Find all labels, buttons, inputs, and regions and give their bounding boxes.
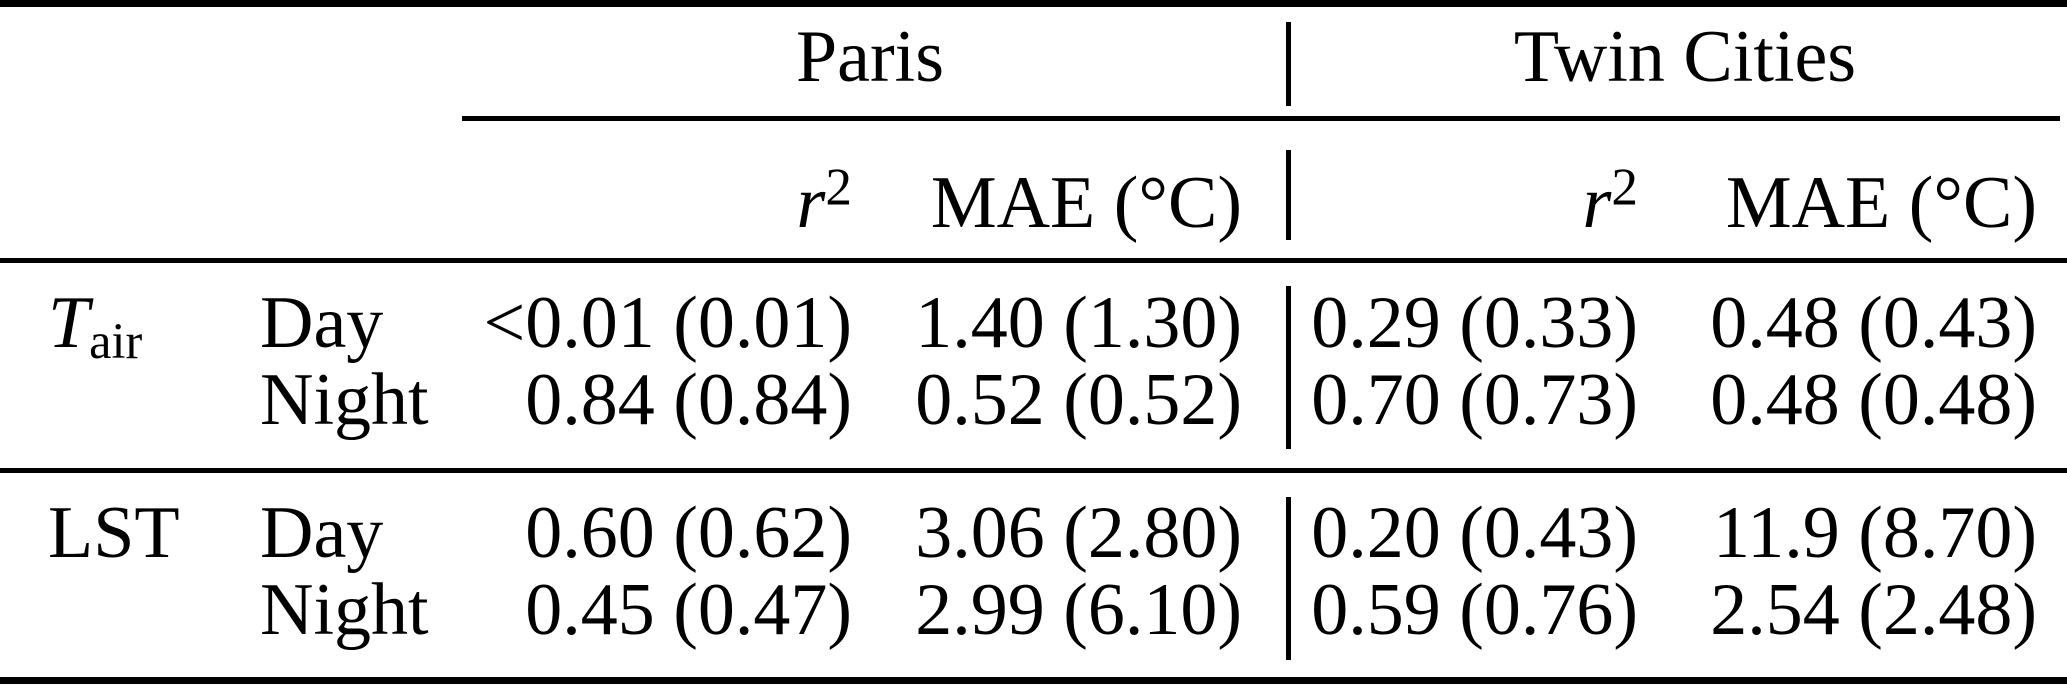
cell-lst-night-tc-mae: 2.54 (2.48) <box>1710 569 2037 651</box>
bottom-rule <box>0 677 2067 684</box>
cell-lst-day-tc-r2: 0.20 (0.43) <box>1311 492 1638 574</box>
variable-symbol: LST <box>48 492 180 574</box>
vertical-divider-segment <box>1286 497 1291 660</box>
cell-lst-day-paris-r2: 0.60 (0.62) <box>525 492 852 574</box>
header-paris-r2: r2 <box>292 160 852 240</box>
row-group-label-lst: LST <box>48 496 180 570</box>
cell-tair-night-tc-mae: 0.48 (0.48) <box>1710 359 2037 441</box>
cell-lst-day-paris-mae: 3.06 (2.80) <box>915 492 1242 574</box>
period-label: Night <box>260 359 429 441</box>
column-group-rule <box>462 116 2060 121</box>
r-squared-base: r <box>1582 162 1612 244</box>
top-rule <box>0 0 2067 7</box>
variable-subscript: air <box>89 313 143 370</box>
period-label: Day <box>260 492 384 574</box>
r-squared-exponent: 2 <box>825 157 852 217</box>
cell-lst-day-tc-mae: 11.9 (8.70) <box>1712 492 2037 574</box>
vertical-divider-segment <box>1286 286 1291 449</box>
cell-tair-day-tc-r2: 0.29 (0.33) <box>1311 282 1638 364</box>
vertical-divider-segment <box>1286 150 1291 240</box>
header-paris-mae: MAE (°C) <box>930 162 1242 244</box>
column-group-header-twin-cities: Twin Cities <box>1513 16 1857 98</box>
cell-tair-day-tc-mae: 0.48 (0.43) <box>1710 282 2037 364</box>
r-squared-base: r <box>796 162 826 244</box>
section-divider-rule <box>0 468 2067 473</box>
vertical-divider-segment <box>1286 22 1291 106</box>
r-squared-exponent: 2 <box>1611 157 1638 217</box>
cell-lst-night-paris-mae: 2.99 (6.10) <box>915 569 1242 651</box>
header-twin-cities-mae: MAE (°C) <box>1725 162 2037 244</box>
header-twin-cities-r2: r2 <box>1078 160 1638 240</box>
cell-tair-night-paris-r2: 0.84 (0.84) <box>525 359 852 441</box>
cell-lst-night-tc-r2: 0.59 (0.76) <box>1311 569 1638 651</box>
cell-tair-day-paris-r2: <0.01 (0.01) <box>483 282 852 364</box>
header-bottom-rule <box>0 258 2067 263</box>
period-label: Night <box>260 569 429 651</box>
cell-tair-day-paris-mae: 1.40 (1.30) <box>915 282 1242 364</box>
cell-tair-night-tc-r2: 0.70 (0.73) <box>1311 359 1638 441</box>
column-group-header-paris: Paris <box>796 16 944 98</box>
row-group-label-tair: Tair <box>48 286 142 366</box>
period-label: Day <box>260 282 384 364</box>
cell-lst-night-paris-r2: 0.45 (0.47) <box>525 569 852 651</box>
variable-symbol: T <box>48 282 90 364</box>
cell-tair-night-paris-mae: 0.52 (0.52) <box>915 359 1242 441</box>
